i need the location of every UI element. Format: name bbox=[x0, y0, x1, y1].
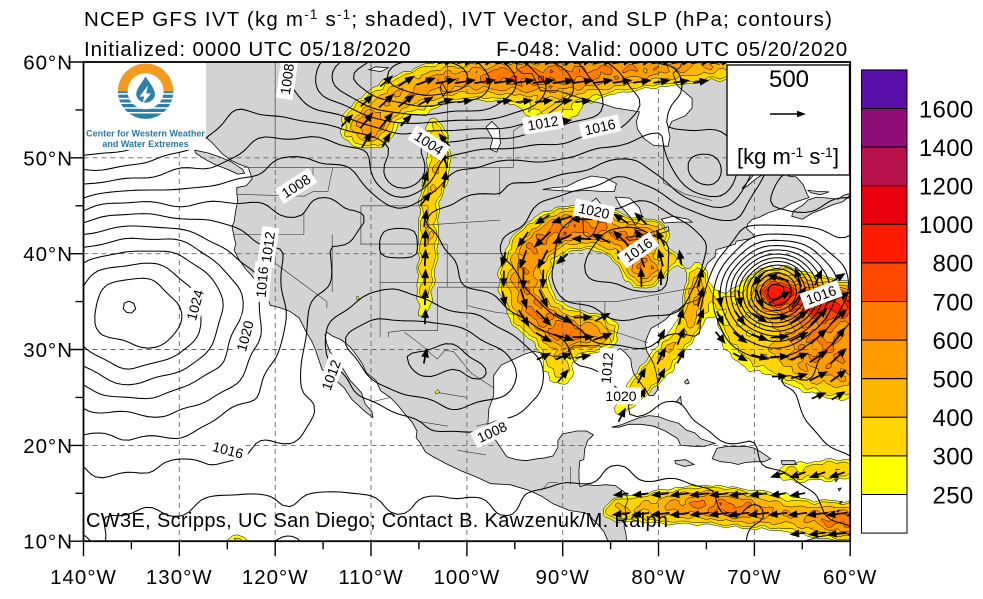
svg-text:110°W: 110°W bbox=[338, 566, 403, 589]
svg-text:130°W: 130°W bbox=[146, 566, 213, 589]
svg-text:Initialized: 0000 UTC 05/18/20: Initialized: 0000 UTC 05/18/2020 bbox=[84, 38, 411, 61]
svg-text:CW3E, Scripps, UC San Diego; C: CW3E, Scripps, UC San Diego; Contact B. … bbox=[86, 510, 668, 532]
svg-text:1016: 1016 bbox=[583, 116, 617, 139]
svg-text:300: 300 bbox=[933, 444, 974, 471]
svg-text:60°N: 60°N bbox=[23, 52, 73, 75]
svg-text:40°N: 40°N bbox=[23, 243, 73, 266]
svg-text:Center for Western Weather: Center for Western Weather bbox=[86, 129, 205, 139]
svg-text:140°W: 140°W bbox=[50, 566, 117, 589]
svg-text:1000: 1000 bbox=[919, 212, 974, 239]
svg-text:250: 250 bbox=[933, 482, 974, 509]
svg-text:1024: 1024 bbox=[183, 288, 207, 322]
svg-text:F-048: Valid: 0000 UTC 05/20/2: F-048: Valid: 0000 UTC 05/20/2020 bbox=[496, 38, 848, 61]
svg-text:50°N: 50°N bbox=[23, 147, 73, 170]
svg-text:1400: 1400 bbox=[919, 135, 974, 162]
svg-text:30°N: 30°N bbox=[23, 339, 73, 362]
svg-text:20°N: 20°N bbox=[23, 435, 73, 458]
svg-text:1020: 1020 bbox=[577, 200, 611, 222]
svg-text:700: 700 bbox=[933, 289, 974, 316]
svg-text:1020: 1020 bbox=[605, 388, 636, 404]
svg-text:500: 500 bbox=[769, 66, 809, 93]
svg-text:100°W: 100°W bbox=[434, 566, 501, 589]
svg-text:1020: 1020 bbox=[233, 319, 257, 353]
svg-text:400: 400 bbox=[933, 405, 974, 432]
svg-text:1012: 1012 bbox=[526, 112, 560, 133]
svg-text:60°W: 60°W bbox=[823, 566, 877, 589]
svg-text:90°W: 90°W bbox=[536, 566, 590, 589]
svg-text:70°W: 70°W bbox=[727, 566, 781, 589]
svg-text:NCEP GFS IVT (kg m-1 s-1; shad: NCEP GFS IVT (kg m-1 s-1; shaded), IVT V… bbox=[84, 7, 833, 31]
svg-text:500: 500 bbox=[933, 367, 974, 394]
svg-text:1008: 1008 bbox=[277, 62, 297, 95]
svg-text:1012: 1012 bbox=[258, 230, 278, 263]
svg-text:600: 600 bbox=[933, 328, 974, 355]
svg-text:1200: 1200 bbox=[919, 174, 974, 201]
svg-text:800: 800 bbox=[933, 251, 974, 278]
svg-text:10°N: 10°N bbox=[23, 531, 73, 554]
svg-text:1016: 1016 bbox=[253, 266, 272, 299]
svg-text:and Water Extremes: and Water Extremes bbox=[102, 139, 188, 149]
svg-text:120°W: 120°W bbox=[242, 566, 309, 589]
svg-text:80°W: 80°W bbox=[631, 566, 685, 589]
svg-text:1600: 1600 bbox=[919, 96, 974, 123]
svg-text:1016: 1016 bbox=[211, 438, 245, 462]
svg-text:1012: 1012 bbox=[598, 352, 617, 385]
